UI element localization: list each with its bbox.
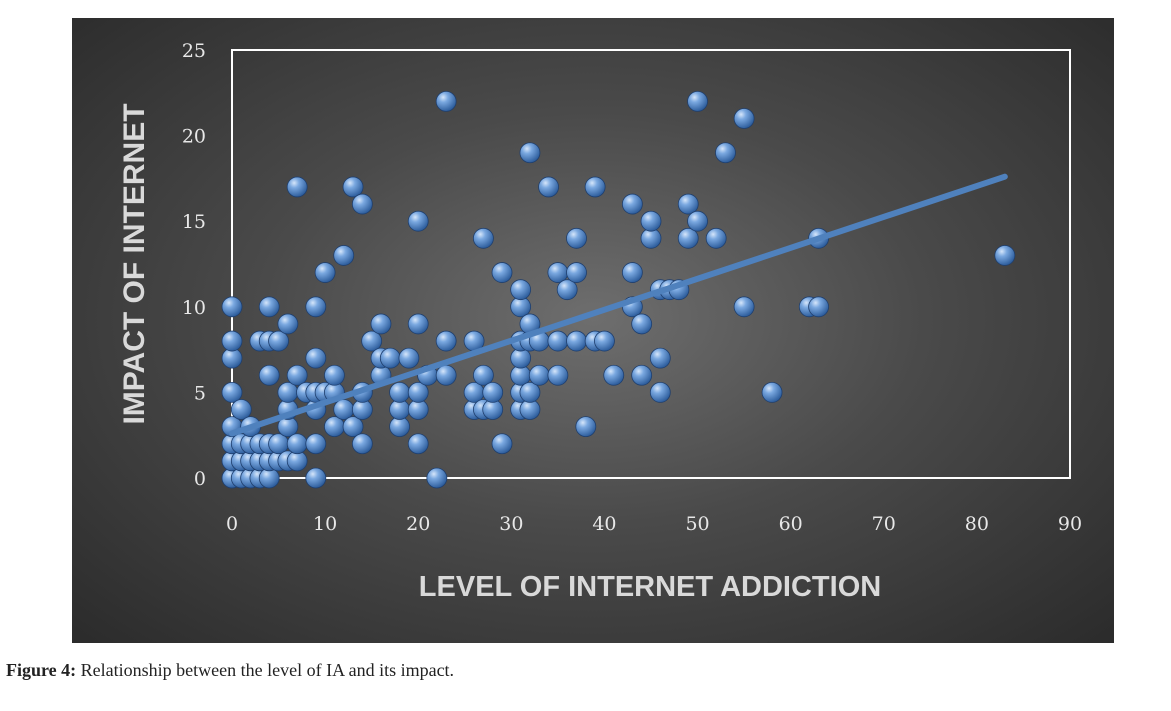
data-point [286, 176, 308, 198]
data-point [621, 262, 643, 283]
data-point [305, 347, 327, 369]
data-point [379, 347, 401, 369]
data-point [566, 227, 587, 249]
data-point [435, 330, 457, 352]
data-point [649, 381, 671, 403]
data-point [351, 193, 373, 215]
data-point [221, 381, 243, 403]
data-point [361, 330, 383, 352]
data-point [761, 381, 783, 403]
x-tick-label: 70 [872, 513, 896, 535]
data-point [258, 364, 280, 386]
data-point [575, 416, 597, 438]
data-point [370, 313, 392, 335]
y-tick-label: 15 [182, 211, 206, 233]
data-point [398, 347, 420, 369]
y-tick-label: 25 [182, 40, 206, 62]
data-point [342, 416, 364, 438]
data-point [286, 433, 308, 455]
trendline [229, 173, 1008, 437]
data-point [547, 364, 569, 386]
data-point [258, 296, 280, 318]
data-point [733, 296, 755, 318]
data-point [305, 433, 327, 455]
data-point [426, 467, 448, 489]
y-tick-label: 0 [194, 468, 206, 490]
data-point [305, 467, 327, 489]
x-tick-label: 30 [499, 513, 523, 535]
figure-caption: Figure 4: Relationship between the level… [6, 660, 454, 681]
data-point [305, 296, 327, 318]
data-point [705, 227, 727, 249]
caption-label: Figure 4: [6, 660, 77, 680]
chart-panel: 0 5 10 15 20 25 0 10 20 30 40 50 60 70 80 90 IMPACT OF… [72, 18, 1114, 643]
data-point [407, 210, 429, 232]
data-point [286, 364, 308, 386]
x-tick-label: 80 [965, 513, 989, 535]
data-point [333, 245, 355, 266]
x-tick-label: 60 [779, 513, 803, 535]
y-tick-label: 20 [182, 126, 206, 148]
x-tick-label: 40 [592, 513, 616, 535]
data-point [538, 176, 559, 198]
data-point [435, 90, 457, 112]
data-point [221, 296, 243, 318]
data-point [491, 433, 513, 455]
data-point [808, 296, 829, 318]
data-point [482, 381, 504, 403]
data-point [277, 313, 299, 335]
data-point [556, 279, 578, 301]
data-point [528, 364, 550, 386]
data-point [519, 142, 541, 164]
data-point [510, 279, 532, 301]
data-point [994, 245, 1016, 266]
data-point [389, 381, 411, 403]
data-point [631, 313, 653, 335]
data-point [221, 330, 243, 352]
data-point [547, 330, 569, 352]
data-point [230, 399, 252, 420]
x-axis-title: LEVEL OF INTERNET ADDICTION [419, 571, 881, 603]
data-point [351, 433, 373, 455]
data-point [407, 433, 429, 455]
data-point [472, 364, 494, 386]
data-point [715, 142, 736, 164]
y-axis-title: IMPACT OF INTERNET [118, 103, 151, 424]
x-tick-label: 0 [226, 513, 238, 535]
data-point [268, 330, 289, 352]
x-tick-label: 20 [406, 513, 430, 535]
data-point [472, 227, 494, 249]
data-point [603, 364, 625, 386]
x-tick-label: 50 [685, 513, 709, 535]
data-point [314, 262, 336, 283]
data-point [733, 108, 755, 129]
data-point [687, 210, 708, 232]
data-point [342, 176, 364, 198]
data-point [649, 347, 671, 369]
x-tick-label: 10 [313, 513, 337, 535]
data-point [631, 364, 653, 386]
data-point [640, 210, 662, 232]
data-point [435, 364, 457, 386]
data-point [621, 193, 643, 215]
data-point [584, 176, 606, 198]
data-point [677, 227, 699, 249]
data-point [407, 313, 429, 335]
data-point [594, 330, 615, 352]
data-point [324, 364, 345, 386]
plot-area-border [231, 49, 1071, 479]
data-point [519, 381, 541, 403]
x-tick-label: 90 [1058, 513, 1082, 535]
data-point [566, 262, 587, 283]
y-tick-label: 5 [194, 382, 206, 404]
data-point [566, 330, 587, 352]
data-point [687, 90, 708, 112]
data-point [407, 381, 429, 403]
caption-text: Relationship between the level of IA and… [76, 660, 455, 680]
scatter-chart: 0 5 10 15 20 25 0 10 20 30 40 50 60 70 80 90 IMPACT OF… [118, 40, 1082, 603]
data-point [677, 193, 699, 215]
y-tick-label: 10 [182, 297, 206, 319]
data-point [491, 262, 513, 283]
